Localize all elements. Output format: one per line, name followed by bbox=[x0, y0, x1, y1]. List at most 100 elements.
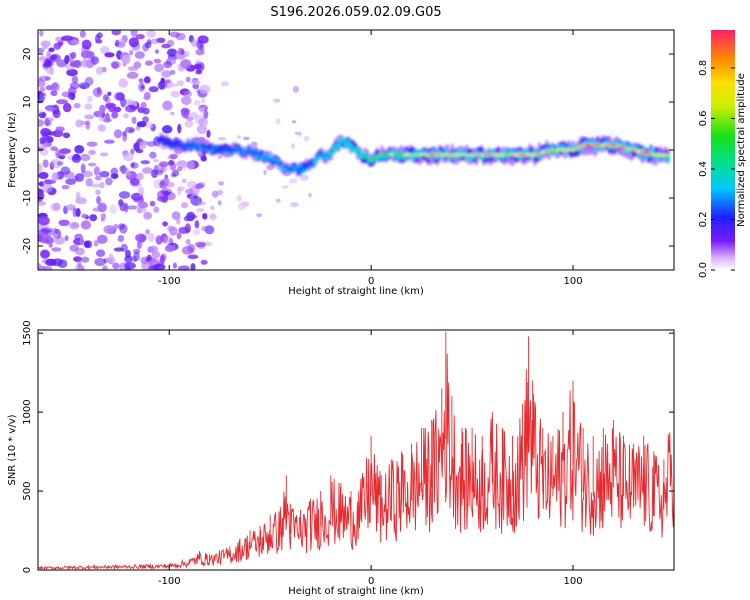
spectrogram-noise-blob bbox=[102, 265, 109, 270]
snr-line bbox=[38, 353, 674, 570]
snr-panel: -100 0 100 0 500 1000 1500 Height of straight… bbox=[7, 320, 675, 597]
spectrogram-noise-blob bbox=[104, 257, 116, 263]
spectrogram-noise-blob bbox=[190, 80, 201, 86]
spectrogram-ridge-core bbox=[540, 150, 545, 154]
spectrogram-noise-blob bbox=[180, 59, 192, 69]
spectrogram-noise-blob bbox=[135, 233, 147, 243]
spectrogram-ridge-core bbox=[419, 153, 424, 157]
spectrogram-noise-blob bbox=[39, 86, 46, 92]
spectrogram-ridge-core bbox=[170, 142, 178, 146]
spectrogram-noise-blob bbox=[164, 178, 170, 185]
spectrogram-ridge-core bbox=[525, 153, 530, 157]
spectrogram-noise-blob bbox=[53, 42, 62, 50]
spectrogram-noise-blob bbox=[120, 167, 130, 174]
spectrogram-noise-blob bbox=[74, 173, 84, 182]
spectrogram-ridge-core bbox=[403, 153, 410, 157]
spectrogram-ridge-core bbox=[298, 167, 303, 171]
spectrogram-ridge-core bbox=[484, 153, 490, 157]
spectrogram-noise-blob bbox=[38, 79, 46, 88]
spectrogram-ridge-core bbox=[383, 153, 389, 157]
spectrogram-y-tick-label: -20 bbox=[22, 238, 33, 254]
spectrogram-ridge-core bbox=[322, 153, 329, 157]
spectrogram-noise-blob bbox=[88, 149, 96, 155]
spectrogram-noise-blob bbox=[122, 132, 127, 142]
spectrogram-noise-blob bbox=[171, 169, 180, 177]
spectrogram-ridge-core bbox=[181, 143, 188, 147]
spectrogram-noise-blob bbox=[108, 253, 114, 262]
spectrogram-noise-blob bbox=[238, 203, 246, 211]
spectrogram-noise-blob bbox=[50, 203, 60, 212]
spectrogram-noise-blob bbox=[87, 162, 97, 167]
spectrogram-noise-blob bbox=[81, 256, 90, 263]
spectrogram-noise-blob bbox=[84, 114, 95, 120]
spectrogram-ridge-core bbox=[611, 143, 616, 147]
spectrogram-noise-blob bbox=[142, 116, 150, 123]
spectrogram-noise-blob bbox=[194, 220, 200, 229]
spectrogram-noise-blob bbox=[45, 117, 54, 122]
spectrogram-ridge-core bbox=[397, 153, 406, 157]
spectrogram-noise-blob bbox=[181, 96, 192, 105]
spectrogram-noise-blob bbox=[79, 82, 90, 90]
spectrogram-noise-blob bbox=[40, 249, 50, 259]
spectrogram-noise-blob bbox=[94, 175, 102, 181]
spectrogram-noise-blob bbox=[97, 202, 107, 213]
spectrogram-ridge-core bbox=[469, 153, 475, 157]
spectrogram-ridge-core bbox=[650, 153, 658, 157]
spectrogram-noise-blob bbox=[143, 211, 153, 220]
colorbar-tick-label: 0.0 bbox=[698, 262, 709, 278]
spectrogram-noise-blob bbox=[46, 50, 52, 61]
spectrogram-noise-blob bbox=[136, 172, 144, 181]
spectrogram-noise-blob bbox=[49, 161, 55, 170]
spectrogram-noise-blob bbox=[180, 107, 190, 115]
spectrogram-noise-blob bbox=[151, 38, 159, 45]
spectrogram-noise-blob bbox=[45, 106, 57, 112]
spectrogram-ridge-core bbox=[389, 153, 394, 157]
spectrogram-noise-blob bbox=[149, 151, 157, 159]
snr-x-ticks: -100 0 100 bbox=[158, 330, 583, 587]
snr-y-tick-label: 500 bbox=[22, 482, 33, 501]
colorbar-gradient bbox=[711, 30, 735, 270]
spectrogram-noise-blob bbox=[177, 186, 185, 192]
spectrogram-noise-blob bbox=[216, 189, 224, 196]
spectrogram-ridge-core bbox=[367, 158, 375, 162]
spectrogram-noise-blob bbox=[184, 90, 193, 97]
spectrogram-noise-blob bbox=[75, 191, 81, 200]
spectrogram-noise-blob bbox=[147, 245, 159, 253]
spectrogram-ridge-core bbox=[439, 153, 444, 157]
spectrogram-noise-blob bbox=[129, 178, 140, 186]
spectrogram-noise-blob bbox=[69, 221, 80, 230]
spectrogram-noise-blob bbox=[120, 97, 127, 108]
spectrogram-noise-blob bbox=[118, 191, 131, 199]
spectrogram-noise-blob bbox=[186, 180, 197, 189]
spectrogram-noise-blob bbox=[196, 208, 205, 213]
spectrogram-noise-blob bbox=[138, 78, 144, 83]
spectrogram-noise-blob bbox=[130, 30, 138, 37]
spectrogram-noise-blob bbox=[210, 205, 215, 210]
spectrogram-ridge-core bbox=[161, 140, 167, 144]
spectrogram-noise-blob bbox=[124, 255, 133, 263]
spectrogram-noise-blob bbox=[144, 60, 153, 66]
spectrogram-noise-blob bbox=[151, 169, 158, 179]
spectrogram-noise-blob bbox=[103, 225, 116, 234]
spectrogram-ridge-core bbox=[518, 153, 527, 157]
spectrogram-ridge-core bbox=[465, 153, 469, 157]
spectrogram-noise-blob bbox=[140, 102, 147, 109]
spectrogram-noise-blob bbox=[86, 51, 95, 59]
spectrogram-noise-blob bbox=[148, 233, 155, 242]
spectrogram-noise-blob bbox=[184, 119, 194, 128]
spectrogram-ridge-core bbox=[156, 138, 162, 142]
spectrogram-noise-blob bbox=[84, 103, 93, 110]
snr-y-tick-label: 0 bbox=[22, 567, 33, 573]
spectrogram-ridge-core bbox=[545, 149, 550, 153]
spectrogram-noise-blob bbox=[146, 39, 152, 45]
spectrogram-ridge-core bbox=[499, 153, 506, 157]
spectrogram-noise-blob bbox=[172, 262, 177, 269]
spectrogram-ridge-core bbox=[258, 153, 263, 157]
spectrogram-noise-blob bbox=[189, 195, 195, 201]
spectrogram-noise-blob bbox=[69, 82, 80, 90]
spectrogram-noise-blob bbox=[218, 137, 227, 141]
spectrogram-noise-blob bbox=[66, 69, 78, 77]
spectrogram-ridge-core bbox=[177, 143, 182, 147]
spectrogram-ridge-core bbox=[332, 146, 340, 150]
spectrogram-noise-blob bbox=[102, 94, 109, 102]
